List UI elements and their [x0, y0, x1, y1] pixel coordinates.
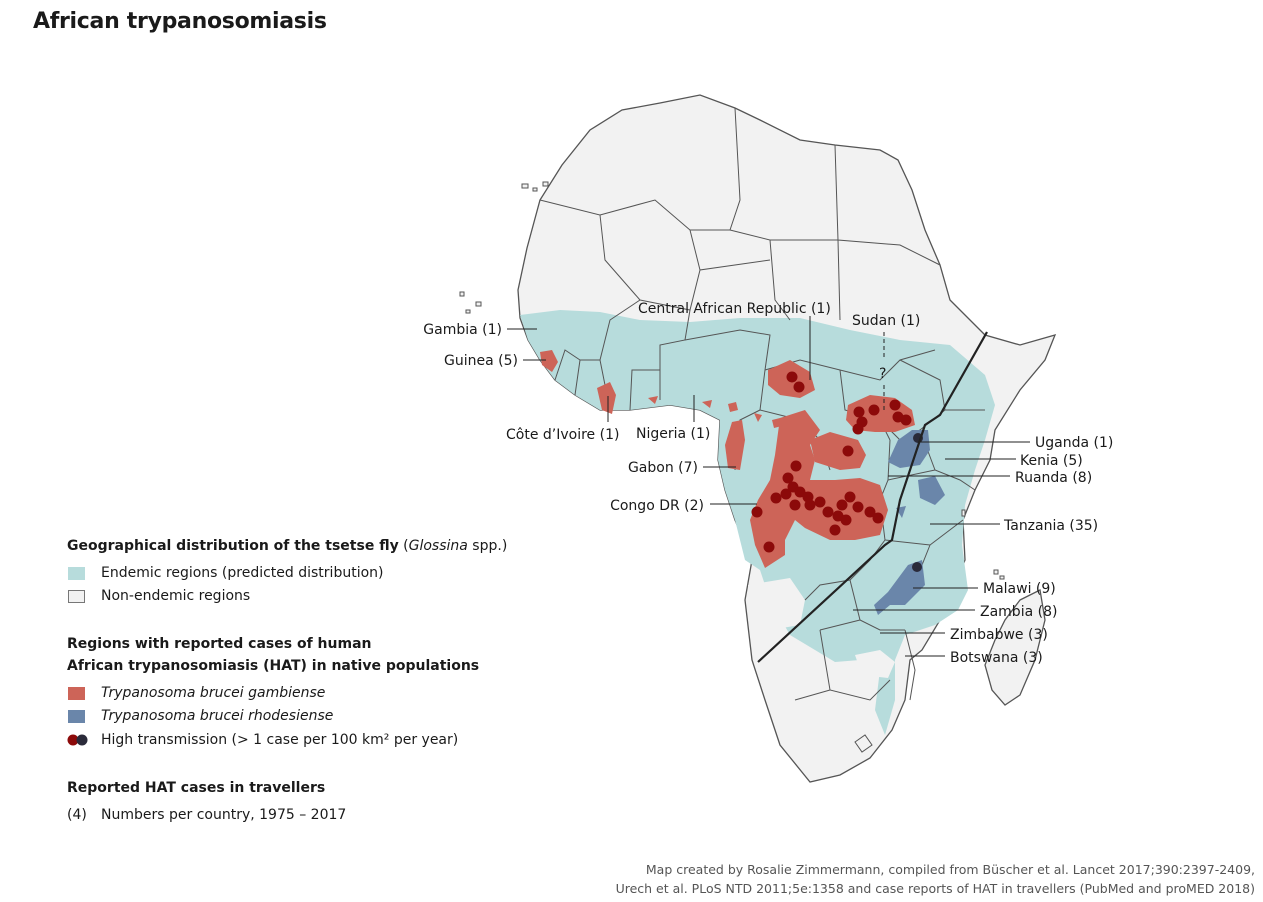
label-guinea: Guinea (5) [444, 353, 518, 369]
label-nigeria: Nigeria (1) [636, 426, 710, 442]
legend-non-endemic-label: Non-endemic regions [101, 588, 251, 604]
label-gabon: Gabon (7) [628, 460, 698, 476]
map-title: African trypanosomiasis [33, 9, 327, 34]
divide-line [757, 331, 988, 663]
label-tanzania: Tanzania (35) [1003, 518, 1098, 534]
label-malawi: Malawi (9) [983, 581, 1056, 597]
label-sudan: Sudan (1) [852, 313, 920, 329]
label-zambia: Zambia (8) [980, 604, 1057, 620]
label-sudan-question: ? [879, 366, 886, 382]
islands [459, 181, 1005, 753]
label-gambia: Gambia (1) [423, 322, 502, 338]
label-zimbabwe: Zimbabwe (3) [950, 627, 1048, 643]
label-ruanda: Ruanda (8) [1015, 470, 1092, 486]
legend-rhodesiense-label: Trypanosoma brucei rhodesiense [101, 708, 334, 724]
legend-dots-icon [67, 734, 88, 746]
credit-line-2: Urech et al. PLoS NTD 2011;5e:1358 and c… [615, 881, 1255, 896]
label-botswana: Botswana (3) [950, 650, 1043, 666]
label-central-african-republic: Central African Republic (1) [638, 301, 831, 317]
label-uganda: Uganda (1) [1035, 435, 1113, 451]
credit-line-1: Map created by Rosalie Zimmermann, compi… [645, 862, 1255, 877]
legend-travellers-heading: Reported HAT cases in travellers [67, 780, 326, 796]
gambiense-dots [751, 371, 912, 553]
legend-gambiense-swatch [68, 687, 85, 700]
legend-high-transmission-label: High transmission (> 1 case per 100 km² … [101, 732, 459, 748]
legend-gambiense-label: Trypanosoma brucei gambiense [101, 685, 326, 701]
label-congo-dr: Congo DR (2) [610, 498, 704, 514]
legend-rhodesiense-swatch [68, 710, 85, 723]
non-endemic-hole-botswana [855, 650, 895, 678]
legend-hat-heading-1: Regions with reported cases of human [67, 636, 372, 652]
map-credit: Map created by Rosalie Zimmermann, compi… [616, 860, 1255, 898]
leader-lines [507, 316, 1030, 657]
madagascar [984, 589, 1046, 706]
legend-endemic-swatch [68, 567, 85, 580]
legend-numbers-marker: (4) [67, 807, 87, 823]
legend-tsetse-heading: Geographical distribution of the tsetse … [67, 538, 508, 554]
legend-numbers-label: Numbers per country, 1975 – 2017 [101, 807, 347, 823]
legend-non-endemic-swatch [68, 590, 85, 603]
legend-hat-heading-2: African trypanosomiasis (HAT) in native … [67, 658, 480, 674]
label-kenia: Kenia (5) [1020, 453, 1083, 469]
legend-endemic-label: Endemic regions (predicted distribution) [101, 565, 384, 581]
label-cote-divoire: Côte d’Ivoire (1) [506, 427, 619, 443]
non-endemic-hole-angola [748, 578, 805, 630]
